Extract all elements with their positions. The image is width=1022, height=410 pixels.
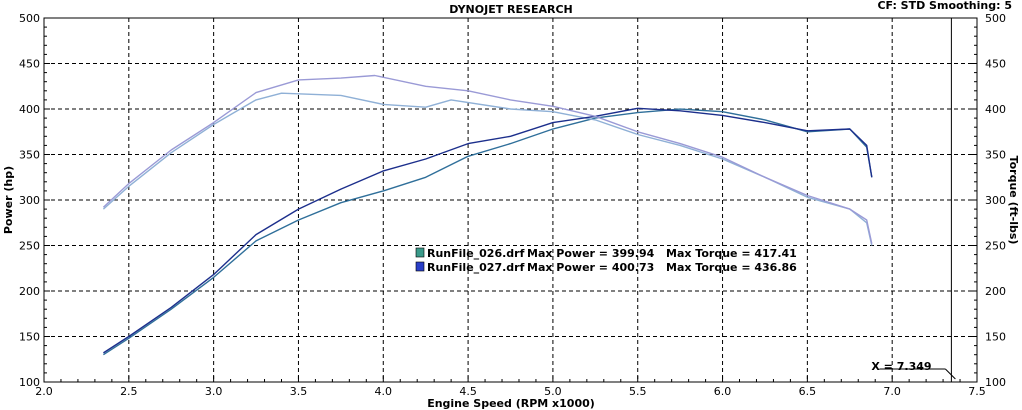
y-tick-label: 150 <box>19 331 40 344</box>
x-tick-label: 4.0 <box>375 385 393 398</box>
series-line-runfile-026-drf-torque <box>102 92 873 246</box>
y-tick-label: 300 <box>19 194 40 207</box>
y2-tick-label: 350 <box>985 149 1006 162</box>
cursor-layer: X = 7.349 <box>871 18 956 382</box>
legend-swatch-026 <box>415 247 425 258</box>
x-tick-label: 7.0 <box>883 385 901 398</box>
config-info: CF: STD Smoothing: 5 <box>877 0 1012 12</box>
y2-tick-label: 100 <box>985 376 1006 389</box>
legend-max-power-026: Max Power = 399.94 <box>527 247 655 260</box>
x-tick-label: 2.0 <box>35 385 53 398</box>
x-tick-label: 4.5 <box>459 385 477 398</box>
x-tick-label: 3.0 <box>205 385 223 398</box>
plot-frame <box>43 17 978 383</box>
y2-tick-label: 250 <box>985 240 1006 253</box>
x-tick-label: 7.5 <box>968 385 986 398</box>
cursor-leader <box>945 368 956 380</box>
chart-title: DYNOJET RESEARCH <box>449 3 572 16</box>
series-line-runfile-026-drf-power <box>103 108 873 356</box>
y2-tick-label: 500 <box>985 12 1006 25</box>
series-line-runfile-027-drf-power <box>103 107 873 354</box>
series-line-runfile-027-drf-torque <box>102 74 873 244</box>
legend: RunFile_026.drf Max Power = 399.94 Max T… <box>415 247 797 274</box>
axis-layer: 2.0 2.5 3.0 3.5 4.0 4.5 5.0 5.5 6.0 6.5 7.0 7.51001… <box>19 12 1006 398</box>
y-tick-label: 450 <box>19 58 40 71</box>
x-tick-label: 6.5 <box>799 385 817 398</box>
y-tick-label: 350 <box>19 149 40 162</box>
y-tick-label: 200 <box>19 285 40 298</box>
y2-tick-label: 200 <box>985 285 1006 298</box>
x-tick-label: 2.5 <box>120 385 138 398</box>
y-axis-title: Power (hp) <box>2 166 15 234</box>
x-tick-label: 5.0 <box>544 385 562 398</box>
legend-max-torque-027: Max Torque = 436.86 <box>666 261 797 274</box>
x-axis-title: Engine Speed (RPM x1000) <box>427 397 595 410</box>
y2-tick-label: 400 <box>985 103 1006 116</box>
grid-layer <box>44 18 977 382</box>
y-tick-label: 250 <box>19 240 40 253</box>
x-tick-label: 3.5 <box>290 385 308 398</box>
legend-file-027: RunFile_027.drf <box>427 261 525 274</box>
y2-axis-title: Torque (ft-lbs) <box>1007 156 1020 245</box>
y-tick-label: 400 <box>19 103 40 116</box>
y2-tick-label: 150 <box>985 331 1006 344</box>
y2-tick-label: 300 <box>985 194 1006 207</box>
legend-swatch-027 <box>415 261 425 272</box>
y2-tick-label: 450 <box>985 58 1006 71</box>
legend-max-torque-026: Max Torque = 417.41 <box>666 247 797 260</box>
legend-max-power-027: Max Power = 400.73 <box>527 261 654 274</box>
x-tick-label: 6.0 <box>714 385 732 398</box>
x-tick-label: 5.5 <box>629 385 647 398</box>
y-tick-label: 500 <box>19 12 40 25</box>
legend-file-026: RunFile_026.drf <box>427 247 525 260</box>
y-tick-label: 100 <box>19 376 40 389</box>
series-layer <box>102 74 873 356</box>
cursor-label: X = 7.349 <box>871 360 931 373</box>
